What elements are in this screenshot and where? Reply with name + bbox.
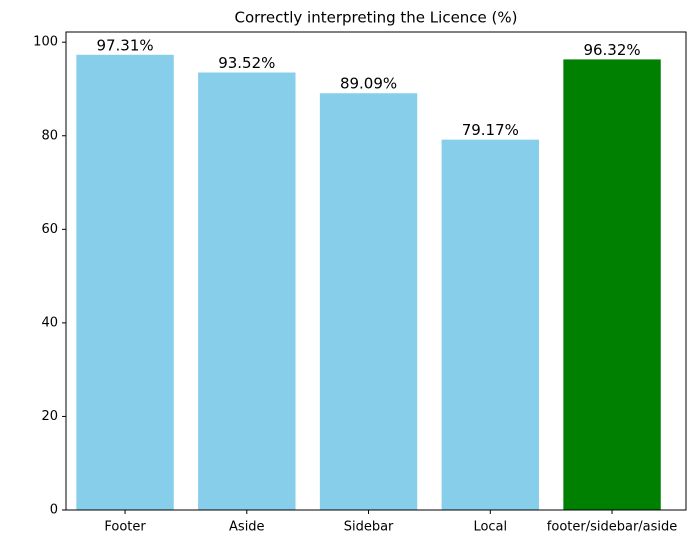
y-tick-label: 20: [41, 409, 58, 424]
plot-frame: [65, 31, 687, 511]
value-label: 93.52%: [218, 54, 275, 72]
x-tick-label: Footer: [104, 520, 146, 535]
x-tick-label: Aside: [229, 520, 265, 535]
y-tick-label: 0: [50, 503, 58, 518]
bar: [198, 72, 296, 510]
value-label: 79.17%: [462, 121, 519, 139]
chart-title: Correctly interpreting the Licence (%): [234, 9, 517, 27]
value-label: 89.09%: [340, 75, 397, 93]
x-tick-label: Local: [473, 520, 507, 535]
y-tick-label: 80: [41, 128, 58, 143]
y-tick-label: 100: [33, 35, 58, 50]
bar: [563, 59, 661, 510]
x-tick-label: footer/sidebar/aside: [547, 520, 677, 535]
bar: [441, 139, 539, 510]
x-tick-label: Sidebar: [344, 520, 394, 535]
value-label: 96.32%: [583, 41, 640, 59]
bar: [76, 54, 174, 510]
bar: [319, 93, 418, 511]
y-tick-label: 40: [41, 315, 58, 330]
value-label: 97.31%: [96, 36, 153, 54]
y-tick-label: 60: [41, 222, 58, 237]
